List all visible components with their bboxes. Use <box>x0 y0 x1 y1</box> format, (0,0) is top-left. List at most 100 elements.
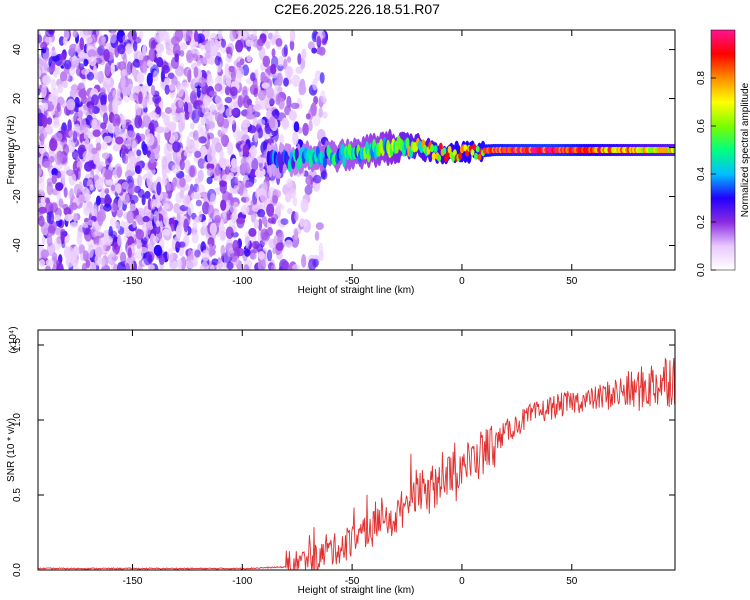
spectrogram-cell <box>172 112 180 123</box>
spectrogram-cell <box>87 244 94 258</box>
spectrogram-cell <box>178 98 184 108</box>
spectrogram-cell <box>242 162 250 174</box>
spectrogram-cell <box>249 252 257 260</box>
spectrogram-cell <box>155 220 160 228</box>
spectrogram-cell <box>109 30 117 44</box>
spectrogram-cell <box>224 63 230 78</box>
spectrogram-cell <box>209 193 217 205</box>
colorbar-label: Normalized spectral amplitude <box>740 82 750 217</box>
spectrogram-cell <box>148 254 153 265</box>
spectrogram-cell <box>73 123 80 132</box>
spectrogram-cell <box>119 36 124 44</box>
spectrogram-cell <box>87 49 97 58</box>
spectrogram-cell <box>95 30 102 38</box>
spectrogram-cell <box>474 152 478 160</box>
spectrogram-cell <box>86 71 94 81</box>
spectrogram-cell <box>104 169 113 180</box>
spectrogram-cell <box>172 150 178 162</box>
spectrogram-cell <box>105 178 113 186</box>
spectrogram-cell <box>38 34 43 44</box>
spectrogram-cell <box>257 155 262 162</box>
spectrogram-cell <box>250 211 256 223</box>
spectrogram-cell <box>152 235 159 244</box>
spectrogram-cell <box>78 244 85 256</box>
spectrogram-cell <box>193 193 201 200</box>
spectrogram-cell <box>141 194 146 206</box>
spectrogram-cell <box>294 228 299 241</box>
spectrogram-cell <box>258 218 263 231</box>
spectrogram-cell <box>219 180 228 187</box>
spectrogram-cell <box>117 236 123 246</box>
spectrogram-cell <box>257 258 266 270</box>
spectrogram-cell <box>89 184 94 191</box>
spectrogram-cell <box>161 65 170 74</box>
spectrogram-cell <box>137 264 143 270</box>
y-tick-label: 1.5 <box>12 338 23 352</box>
spectrogram-cell <box>104 188 110 195</box>
spectrogram-cell <box>175 65 185 77</box>
spectrogram-cell <box>190 122 195 130</box>
spectrogram-cell <box>154 30 163 44</box>
spectrogram-cell <box>104 196 113 205</box>
spectrogram-cell <box>206 162 215 171</box>
spectrogram-cell <box>202 95 211 106</box>
spectrogram-cell <box>195 199 202 207</box>
spectrogram-cell <box>262 55 271 67</box>
snr-series <box>38 357 675 570</box>
spectrogram-cell <box>149 152 156 164</box>
spectrogram-cell <box>115 136 124 145</box>
spectrogram-cell <box>112 113 121 128</box>
spectrogram-cell <box>120 220 125 228</box>
spectrogram-cell <box>56 66 61 76</box>
spectrogram-cell <box>38 64 43 77</box>
spectrogram-cell <box>148 48 155 63</box>
spectrogram-cell <box>38 215 45 227</box>
spectrogram-cell <box>170 181 176 192</box>
snr-multiplier-label: (x10⁴) <box>8 326 19 353</box>
spectrogram-cell <box>299 57 306 70</box>
spectrogram-cell <box>242 95 251 109</box>
spectrogram-cell <box>229 30 236 42</box>
spectrogram-cell <box>266 203 275 217</box>
spectrogram-cell <box>48 210 55 225</box>
spectrogram-cell <box>430 144 435 153</box>
colorbar-tick-label: 0.4 <box>696 167 707 181</box>
spectrogram-cell <box>79 30 89 39</box>
spectrogram-cell <box>182 194 191 207</box>
colorbar-scale <box>710 29 736 271</box>
spectrogram-cell <box>131 30 137 41</box>
spectrogram-cell <box>271 109 280 118</box>
spectrogram-cell <box>230 166 239 173</box>
spectrogram-cell <box>155 106 161 115</box>
spectrogram-cell <box>112 98 119 112</box>
spectrogram-cell <box>292 131 299 146</box>
spectrogram-cell <box>206 132 215 140</box>
spectrogram-cell <box>104 62 111 76</box>
spectrogram-cell <box>220 131 226 145</box>
spectrogram-cell <box>299 218 305 228</box>
colorbar-tick-label: 0.0 <box>696 263 707 277</box>
spectrogram-cell <box>87 219 95 226</box>
spectrogram-cell <box>310 102 317 117</box>
spectrogram-cell <box>437 154 442 162</box>
spectrogram-cell <box>40 132 45 146</box>
spectrogram-cell <box>51 94 57 106</box>
spectrogram-cell <box>122 87 131 97</box>
spectrogram-cell <box>225 159 231 167</box>
spectrogram-cell <box>136 238 142 250</box>
spectrogram-cell <box>214 163 221 176</box>
spectrogram-cell <box>94 246 103 258</box>
spectrogram-cell <box>193 130 199 141</box>
spectrogram-cell <box>43 63 48 72</box>
snr-line <box>38 357 675 570</box>
spectrogram-cell <box>248 227 257 237</box>
spectrogram-cell <box>277 64 284 72</box>
spectrogram-cell <box>134 114 143 129</box>
spectrogram-cell <box>63 59 72 70</box>
spectrogram-cell <box>214 83 223 92</box>
spectrogram-cell <box>183 149 193 158</box>
spectrogram-cell <box>221 38 226 48</box>
spectrogram-cell <box>271 213 279 222</box>
spectrogram-cell <box>259 162 264 172</box>
spectrogram-cell <box>79 37 85 51</box>
